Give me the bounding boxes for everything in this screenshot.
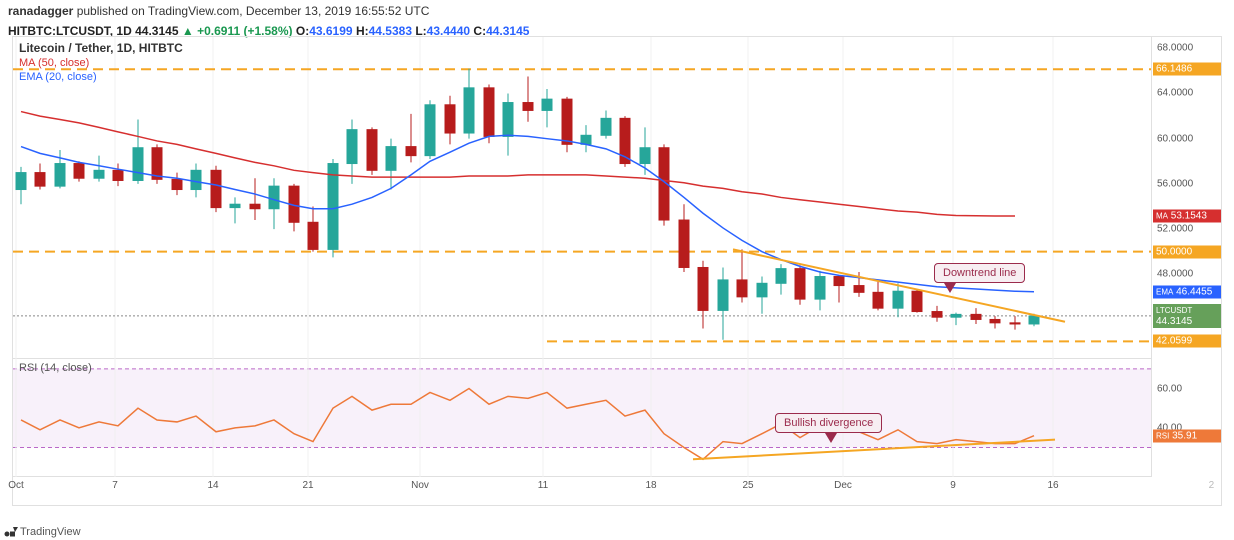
date-axis: Oct71421Nov111825Dec9162 <box>13 477 1151 505</box>
published-text: published on TradingView.com, <box>73 4 246 18</box>
publish-date: December 13, 2019 16:55:52 UTC <box>246 4 429 18</box>
publish-header: ranadagger published on TradingView.com,… <box>0 0 1234 22</box>
rsi-y-axis: 60.0040.00RSI 35.91 <box>1151 359 1221 477</box>
rsi-chart[interactable]: RSI (14, close) Bullish divergence <box>13 359 1151 477</box>
price-svg <box>13 37 1151 359</box>
bullish-callout-tail <box>825 433 837 443</box>
chart-container[interactable]: Litecoin / Tether, 1D, HITBTC MA (50, cl… <box>12 36 1222 506</box>
price-y-axis: 68.000064.000060.000056.000052.000048.00… <box>1151 37 1221 359</box>
rsi-svg <box>13 359 1151 477</box>
downtrend-callout: Downtrend line <box>934 263 1025 283</box>
username: ranadagger <box>8 4 73 18</box>
bullish-divergence-callout: Bullish divergence <box>775 413 882 433</box>
rsi-indicator-label: RSI (14, close) <box>19 362 92 374</box>
tradingview-logo: TradingView <box>4 526 81 538</box>
downtrend-callout-tail <box>944 283 956 293</box>
tradingview-logo-text: TradingView <box>20 526 81 538</box>
price-chart[interactable]: Litecoin / Tether, 1D, HITBTC MA (50, cl… <box>13 37 1151 359</box>
